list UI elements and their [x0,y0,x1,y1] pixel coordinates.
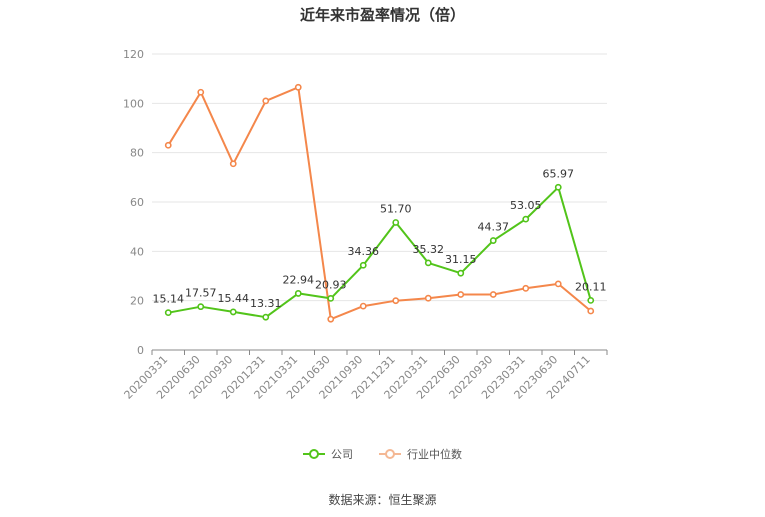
data-label: 15.44 [218,292,250,305]
company-point [392,219,400,226]
industry-point [229,160,237,168]
data-label: 22.94 [283,273,315,286]
data-label: 17.57 [185,287,217,300]
industry-point [197,88,205,96]
industry-point [164,141,172,149]
legend-industry-label: 行业中位数 [407,448,462,461]
company-point [229,308,237,316]
industry-point [424,294,432,302]
company-line [168,186,592,319]
data-label: 34.36 [348,245,380,258]
data-label: 51.70 [380,202,412,215]
industry-point [294,83,302,91]
grid-lines [152,53,607,302]
data-label: 53.05 [510,199,542,212]
company-point [164,309,172,317]
y-tick-label: 100 [123,97,144,110]
company-point [489,237,497,244]
data-label: 20.11 [575,280,607,293]
data-source: 数据来源：恒生聚源 [328,493,437,507]
company-point [262,313,270,321]
data-label: 35.32 [413,243,445,256]
y-axis: 0 20 40 60 80 100 120 [123,48,144,357]
y-tick-label: 40 [130,245,144,258]
x-axis: 2020033120200630202009302020123120210331… [122,349,608,402]
legend: 公司 行业中位数 [0,446,765,462]
company-point [327,294,335,302]
company-point [522,215,530,223]
data-label: 31.15 [445,253,477,266]
industry-point [262,97,270,105]
company-point [554,183,562,191]
y-tick-label: 80 [130,147,144,160]
industry-point [327,315,335,323]
company-point [294,290,302,297]
legend-company-label: 公司 [331,448,353,461]
line-chart: 0 20 40 60 80 100 120 202003312020063020200930… [122,48,608,402]
company-point [359,261,367,269]
industry-point [587,307,595,315]
industry-point [359,302,367,310]
chart-title: 近年来市盈率情况（倍） [299,6,465,24]
industry-point [392,297,400,305]
y-tick-label: 0 [137,344,144,357]
legend-item-company[interactable]: 公司 [303,446,353,462]
company-point [457,269,465,277]
industry-point [457,291,465,298]
industry-point [489,291,497,298]
data-label: 13.31 [250,297,282,310]
data-label: 44.37 [478,221,510,234]
y-tick-label: 20 [130,295,144,308]
company-point [587,296,595,304]
industry-point [522,284,530,292]
industry-point [554,280,562,288]
data-label: 15.14 [153,293,185,306]
company-point [197,303,205,311]
industry-line [167,86,592,321]
series-layer [164,83,595,323]
company-point [424,259,432,267]
data-label: 20.93 [315,278,347,291]
legend-item-industry[interactable]: 行业中位数 [379,446,462,462]
y-tick-label: 60 [130,196,144,209]
data-label: 65.97 [543,167,575,180]
legend-company-marker [303,449,325,459]
legend-industry-marker [379,449,401,459]
y-tick-label: 120 [123,48,144,61]
